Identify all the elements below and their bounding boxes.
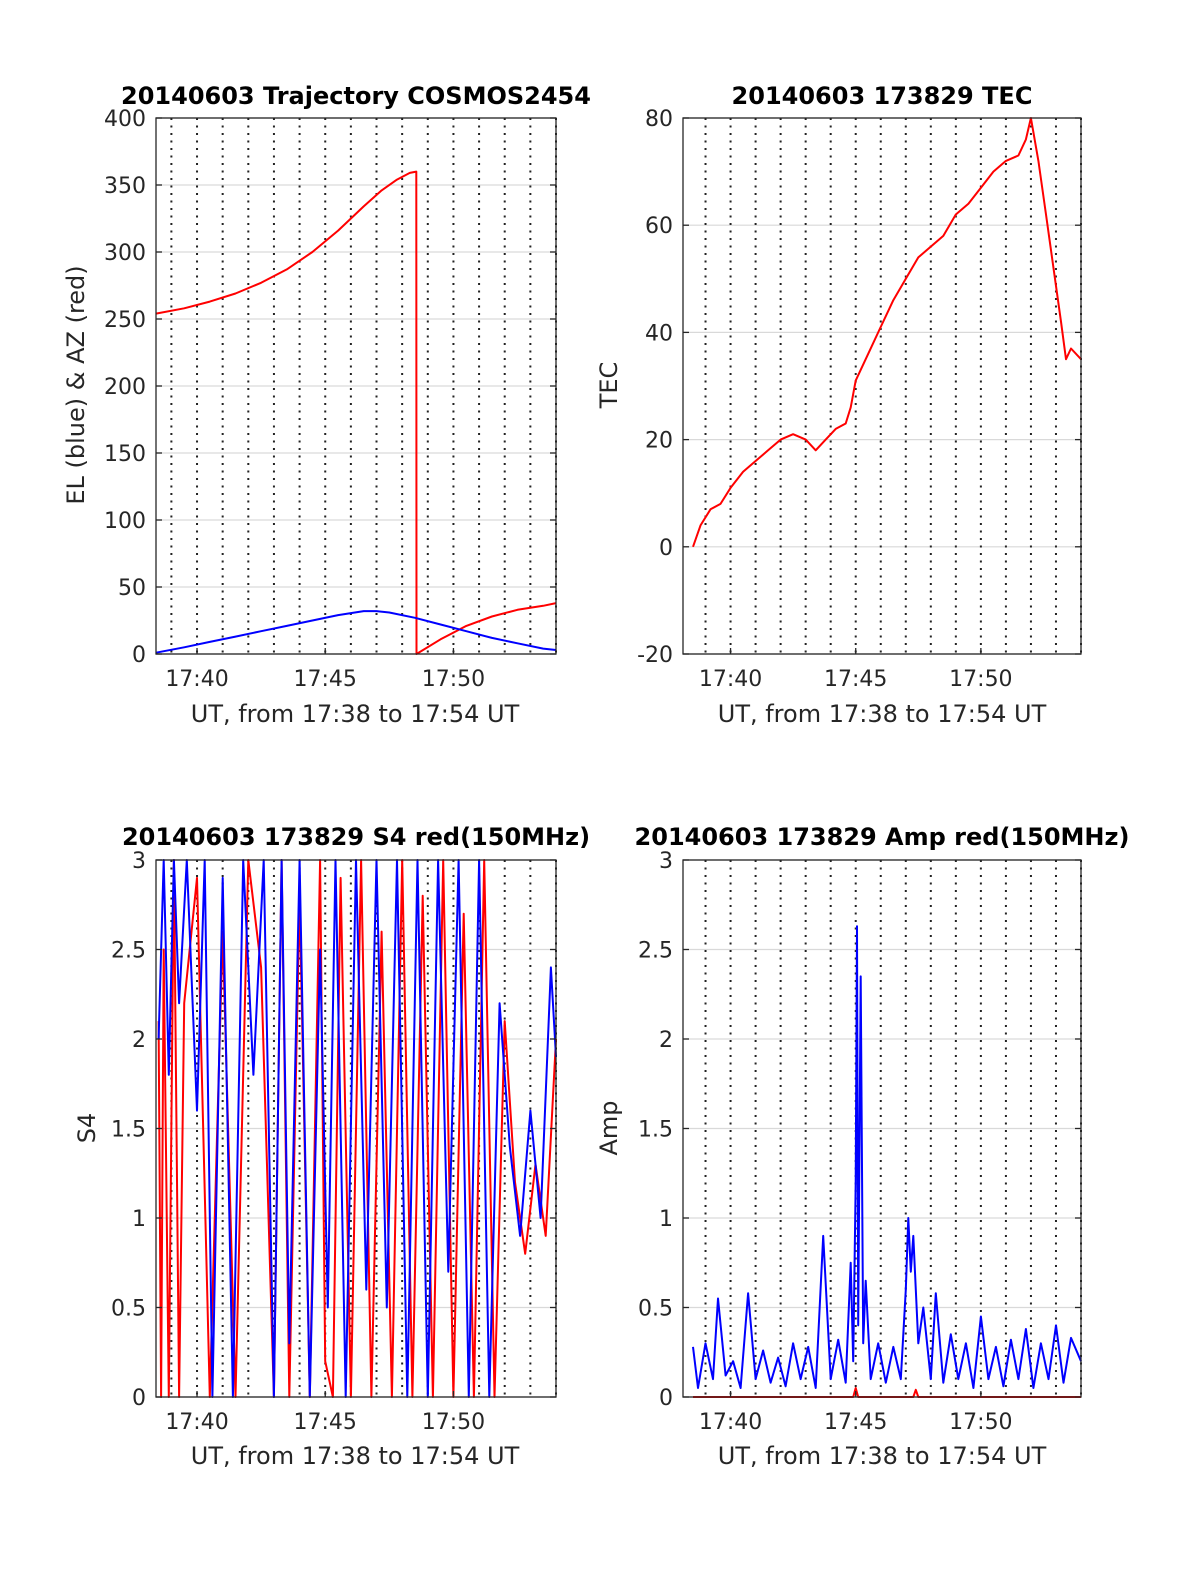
tec-ytick-label: 0 bbox=[659, 536, 673, 561]
amp-red-series-line bbox=[693, 1387, 1081, 1398]
s4-ytick-label: 3 bbox=[132, 849, 146, 874]
trajectory-ylabel: EL (blue) & AZ (red) bbox=[62, 265, 90, 504]
tec-xtick-label: 17:45 bbox=[824, 667, 887, 692]
amp-ytick-label: 0.5 bbox=[638, 1297, 673, 1322]
tec-xtick-label: 17:40 bbox=[699, 667, 762, 692]
s4-ytick-label: 2.5 bbox=[111, 939, 146, 964]
amp-xlabel: UT, from 17:38 to 17:54 UT bbox=[718, 1442, 1047, 1470]
amp-ytick-label: 3 bbox=[659, 849, 673, 874]
tec-panel: 20140603 173829 TEC UT, from 17:38 to 17… bbox=[595, 82, 1082, 728]
tec-ytick-label: 40 bbox=[645, 321, 673, 346]
s4-panel: 20140603 173829 S4 red(150MHz) UT, from … bbox=[73, 823, 590, 1470]
trajectory-ytick-label: 150 bbox=[104, 442, 146, 467]
tec-title: 20140603 173829 TEC bbox=[732, 82, 1033, 110]
amp-xtick-label: 17:45 bbox=[824, 1410, 887, 1435]
s4-xtick-label: 17:40 bbox=[165, 1410, 228, 1435]
trajectory-xtick-label: 17:45 bbox=[294, 667, 357, 692]
tec-axes-frame bbox=[682, 117, 1082, 655]
s4-ytick-label: 0 bbox=[132, 1386, 146, 1411]
trajectory-ytick-label: 250 bbox=[104, 308, 146, 333]
amp-ytick-label: 2 bbox=[659, 1028, 673, 1053]
amp-xtick-label: 17:40 bbox=[699, 1410, 762, 1435]
trajectory-ytick-label: 50 bbox=[118, 576, 146, 601]
s4-xtick-label: 17:45 bbox=[294, 1410, 357, 1435]
trajectory-ytick-label: 300 bbox=[104, 241, 146, 266]
s4-xlabel: UT, from 17:38 to 17:54 UT bbox=[191, 1442, 520, 1470]
trajectory-ytick-label: 200 bbox=[104, 375, 146, 400]
amp-title: 20140603 173829 Amp red(150MHz) bbox=[635, 823, 1130, 851]
s4-ytick-label: 1 bbox=[132, 1207, 146, 1232]
tec-xtick-label: 17:50 bbox=[949, 667, 1012, 692]
tec-red-series-line bbox=[692, 117, 1082, 548]
trajectory-ytick-label: 0 bbox=[132, 643, 146, 668]
trajectory-ytick-label: 400 bbox=[104, 107, 146, 132]
s4-title: 20140603 173829 S4 red(150MHz) bbox=[122, 823, 590, 851]
amp-ytick-label: 1.5 bbox=[638, 1118, 673, 1143]
s4-ytick-label: 2 bbox=[132, 1028, 146, 1053]
amp-ytick-label: 0 bbox=[659, 1386, 673, 1411]
s4-ylabel: S4 bbox=[73, 1113, 101, 1144]
amp-blue-series-line bbox=[692, 925, 1082, 1389]
tec-ytick-label: 60 bbox=[645, 214, 673, 239]
tec-ytick-label: 80 bbox=[645, 107, 673, 132]
trajectory-xtick-label: 17:50 bbox=[422, 667, 485, 692]
s4-blue-series-line bbox=[157, 859, 557, 1398]
trajectory-xlabel: UT, from 17:38 to 17:54 UT bbox=[191, 700, 520, 728]
amp-ytick-label: 1 bbox=[659, 1207, 673, 1232]
amp-ytick-label: 2.5 bbox=[638, 939, 673, 964]
tec-xlabel: UT, from 17:38 to 17:54 UT bbox=[718, 700, 1047, 728]
amp-xtick-label: 17:50 bbox=[949, 1410, 1012, 1435]
amp-panel: 20140603 173829 Amp red(150MHz) UT, from… bbox=[595, 823, 1129, 1470]
trajectory-title: 20140603 Trajectory COSMOS2454 bbox=[121, 82, 591, 110]
trajectory-panel: 20140603 Trajectory COSMOS2454 UT, from … bbox=[62, 82, 591, 728]
trajectory-red-series-line bbox=[155, 170, 557, 655]
trajectory-blue-series-line bbox=[155, 610, 557, 654]
s4-ytick-label: 0.5 bbox=[111, 1297, 146, 1322]
tec-ytick-label: 20 bbox=[645, 429, 673, 454]
tec-ylabel: TEC bbox=[595, 362, 623, 410]
s4-xtick-label: 17:50 bbox=[422, 1410, 485, 1435]
tec-ytick-label: -20 bbox=[637, 643, 673, 668]
trajectory-ytick-label: 350 bbox=[104, 174, 146, 199]
s4-ytick-label: 1.5 bbox=[111, 1118, 146, 1143]
trajectory-xtick-label: 17:40 bbox=[165, 667, 228, 692]
trajectory-ytick-label: 100 bbox=[104, 509, 146, 534]
amp-ylabel: Amp bbox=[595, 1100, 623, 1155]
